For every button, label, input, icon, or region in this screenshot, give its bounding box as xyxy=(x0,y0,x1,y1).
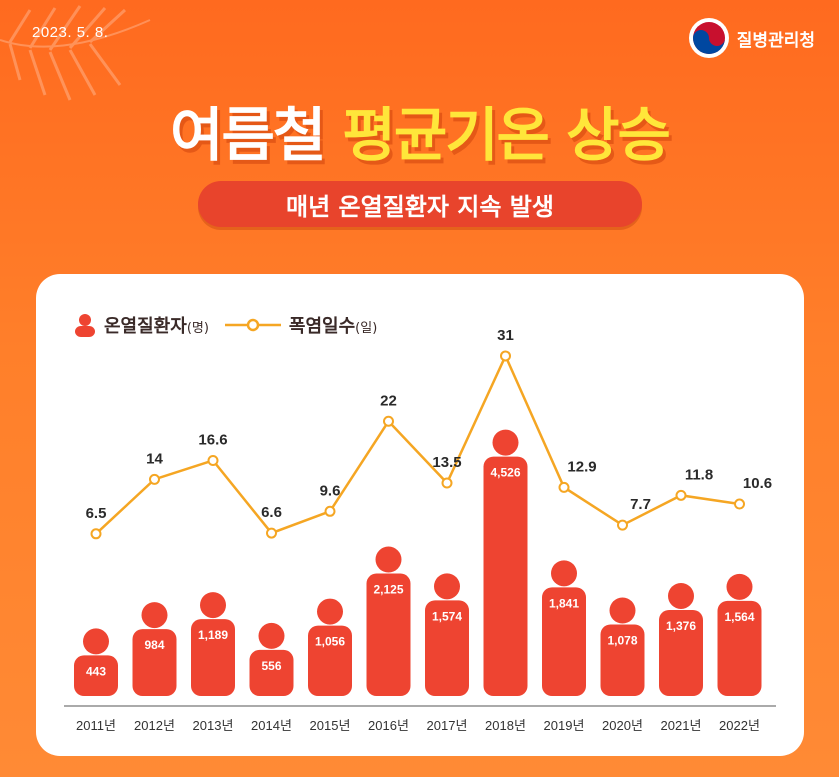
headline-white: 여름철 xyxy=(170,101,326,169)
bar-head-6 xyxy=(434,573,460,600)
line-point-8 xyxy=(558,481,570,493)
line-label-10: 11.8 xyxy=(685,466,713,483)
line-point-10 xyxy=(675,489,687,501)
bar-head-0 xyxy=(83,628,109,655)
bar-6 xyxy=(425,600,469,696)
x-tick-label-0: 2011년 xyxy=(76,718,116,733)
chart-svg: 443 2011년 984 2012년 1,189 2013년 556 2014년 1,056 2… xyxy=(64,327,776,733)
line-label-0: 6.5 xyxy=(86,505,107,522)
heatwave-line xyxy=(95,352,740,535)
line-point-5 xyxy=(383,415,394,427)
chart-legend: 온열질환자(명) 폭염일수(일) xyxy=(74,312,377,338)
bar-head-2 xyxy=(200,592,226,619)
x-tick-label-3: 2014년 xyxy=(251,718,292,733)
bar-head-7 xyxy=(492,429,519,456)
line-label-11: 10.6 xyxy=(743,475,772,492)
x-tick-label-6: 2017년 xyxy=(427,718,468,733)
line-label-4: 9.6 xyxy=(320,482,341,499)
x-tick-label-7: 2018년 xyxy=(485,718,526,733)
legend-patients-unit: (명) xyxy=(186,321,209,336)
bar-8 xyxy=(542,587,586,696)
x-tick-label-11: 2022년 xyxy=(719,718,760,733)
bar-4 xyxy=(308,625,352,696)
bar-head-11 xyxy=(726,573,753,600)
org-name: 질병관리청 xyxy=(736,30,815,51)
bar-label-9: 1,078 xyxy=(607,634,637,648)
line-point-2 xyxy=(207,454,219,466)
org-badge: 질병관리청 xyxy=(688,18,815,58)
line-label-8: 12.9 xyxy=(567,458,596,475)
headline: 여름철 평균기온 상승 xyxy=(0,88,839,172)
line-point-1 xyxy=(149,473,160,485)
line-point-0 xyxy=(90,528,102,540)
bar-7 xyxy=(483,456,528,696)
person-icon xyxy=(75,314,95,337)
bar-10 xyxy=(659,609,703,696)
subtitle-pill: 매년 온열질환자 지속 발생 xyxy=(198,181,642,227)
bar-label-11: 1,564 xyxy=(724,610,754,624)
bar-head-10 xyxy=(668,582,694,609)
line-point-7 xyxy=(500,350,511,362)
bar-label-6: 1,574 xyxy=(432,609,462,623)
bar-head-8 xyxy=(551,560,577,587)
line-label-9: 7.7 xyxy=(630,496,651,513)
bar-label-0: 443 xyxy=(86,664,106,678)
bar-3 xyxy=(249,649,294,696)
kdca-logo-icon xyxy=(688,18,729,58)
bar-head-5 xyxy=(375,546,402,573)
bar-head-9 xyxy=(609,597,636,624)
line-label-3: 6.6 xyxy=(261,504,282,521)
bar-1 xyxy=(132,629,177,696)
bar-label-8: 1,841 xyxy=(549,596,579,610)
x-tick-label-5: 2016년 xyxy=(368,718,409,733)
line-point-6 xyxy=(441,477,453,489)
line-point-4 xyxy=(324,505,336,517)
bar-label-7: 4,526 xyxy=(490,466,520,480)
bar-label-4: 1,056 xyxy=(315,635,345,649)
x-tick-label-4: 2015년 xyxy=(310,718,351,733)
legend-heatwave: 폭염일수(일) xyxy=(224,312,378,338)
line-label-6: 13.5 xyxy=(432,454,461,471)
legend-heatwave-unit: (일) xyxy=(355,321,378,336)
line-point-9 xyxy=(617,519,628,531)
bar-label-2: 1,189 xyxy=(198,628,228,642)
bar-head-4 xyxy=(317,598,343,625)
bar-label-3: 556 xyxy=(261,659,281,673)
legend-patients: 온열질환자(명) xyxy=(74,312,209,338)
bar-5 xyxy=(366,573,411,696)
bar-11 xyxy=(717,600,762,696)
line-label-7: 31 xyxy=(497,327,514,344)
bar-head-1 xyxy=(141,602,168,629)
bar-head-3 xyxy=(258,622,285,649)
x-tick-label-10: 2021년 xyxy=(661,718,702,733)
line-label-1: 14 xyxy=(146,450,163,467)
x-tick-label-1: 2012년 xyxy=(134,718,175,733)
bar-label-5: 2,125 xyxy=(373,583,403,597)
bar-9 xyxy=(600,624,645,696)
publish-date: 2023. 5. 8. xyxy=(32,24,109,41)
legend-heatwave-label: 폭염일수 xyxy=(288,316,356,337)
chart-card: 온열질환자(명) 폭염일수(일) 443 2011년 984 2012년 1,189 20… xyxy=(36,274,804,756)
headline-yellow: 평균기온 상승 xyxy=(342,101,670,169)
x-tick-label-9: 2020년 xyxy=(602,718,643,733)
x-tick-label-2: 2013년 xyxy=(193,718,234,733)
line-label-5: 22 xyxy=(380,392,397,409)
line-label-2: 16.6 xyxy=(198,431,227,448)
line-marker-icon xyxy=(224,318,281,332)
bar-2 xyxy=(191,619,235,696)
line-point-11 xyxy=(734,498,745,510)
line-point-3 xyxy=(266,527,277,539)
bar-0 xyxy=(74,655,118,696)
bar-label-10: 1,376 xyxy=(666,619,696,633)
legend-patients-label: 온열질환자 xyxy=(104,316,187,337)
bar-label-1: 984 xyxy=(144,638,164,652)
palm-leaf-decoration xyxy=(0,5,151,101)
x-tick-label-8: 2019년 xyxy=(544,718,585,733)
